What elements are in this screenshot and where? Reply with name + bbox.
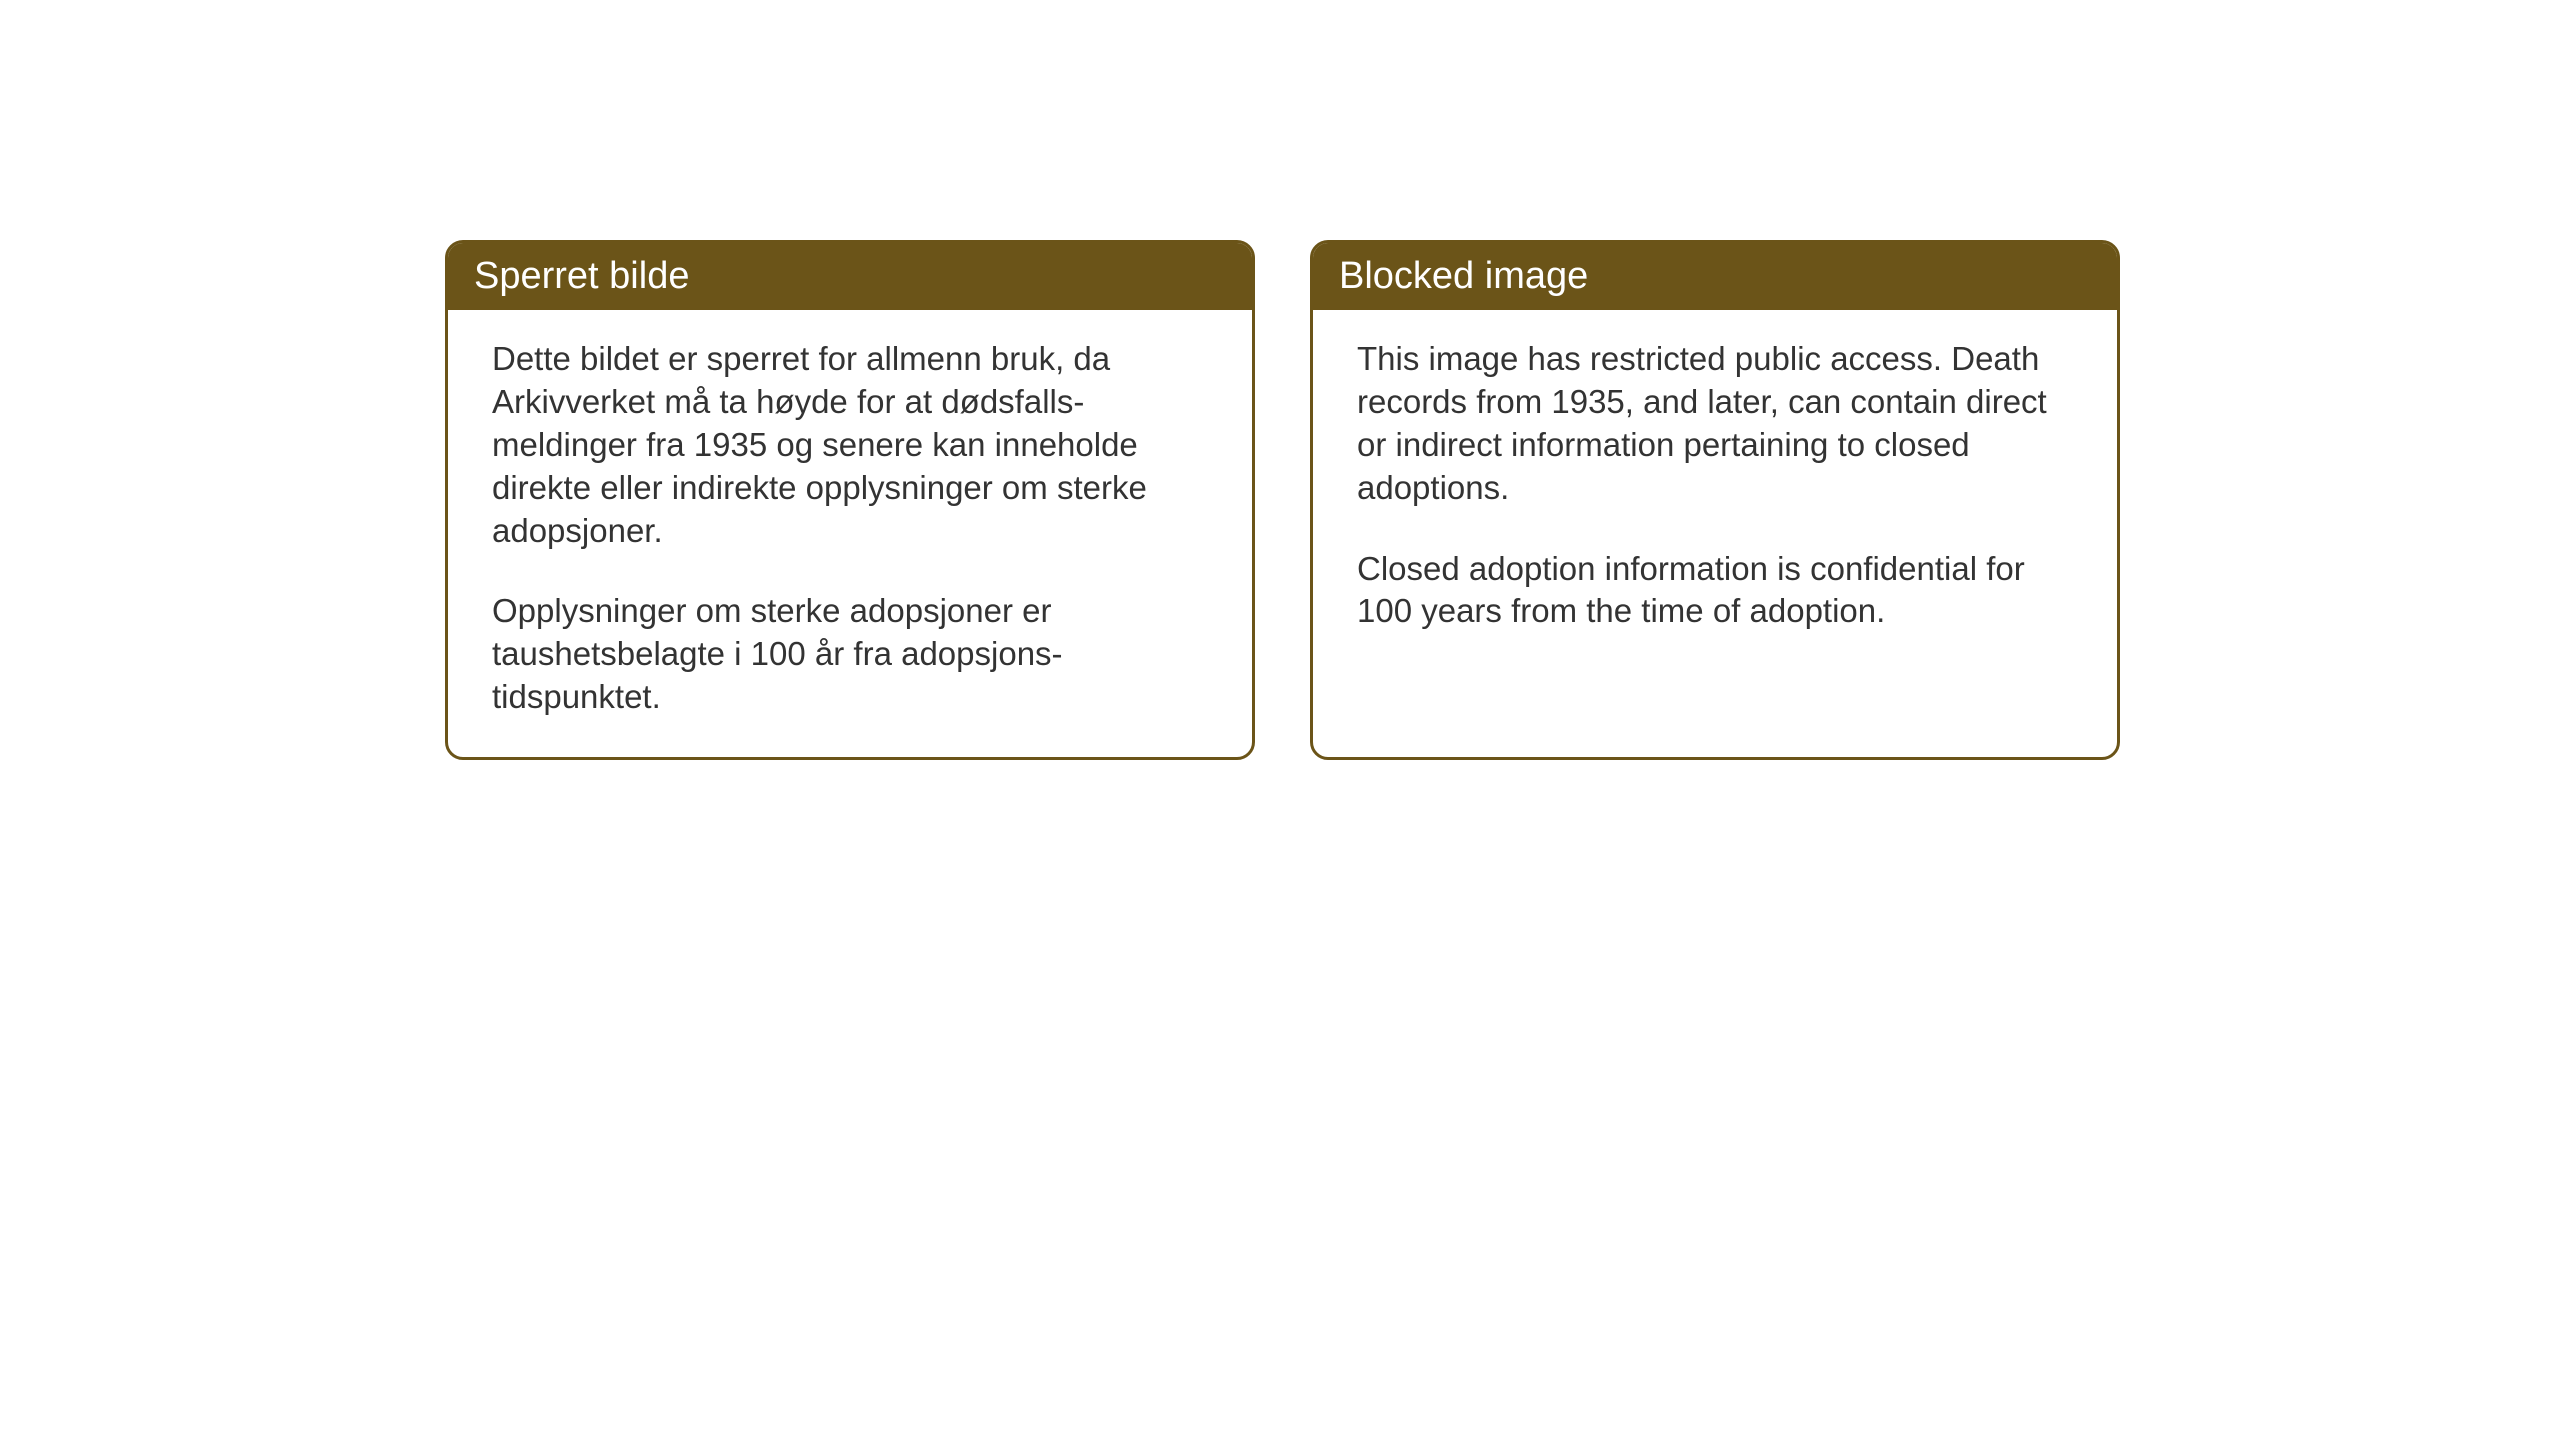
- norwegian-message-title: Sperret bilde: [448, 243, 1252, 310]
- norwegian-paragraph-2: Opplysninger om sterke adopsjoner er tau…: [492, 590, 1208, 719]
- english-message-box: Blocked image This image has restricted …: [1310, 240, 2120, 760]
- english-message-body: This image has restricted public access.…: [1313, 310, 2117, 671]
- norwegian-message-body: Dette bildet er sperret for allmenn bruk…: [448, 310, 1252, 757]
- norwegian-message-box: Sperret bilde Dette bildet er sperret fo…: [445, 240, 1255, 760]
- english-paragraph-2: Closed adoption information is confident…: [1357, 548, 2073, 634]
- norwegian-paragraph-1: Dette bildet er sperret for allmenn bruk…: [492, 338, 1208, 552]
- english-paragraph-1: This image has restricted public access.…: [1357, 338, 2073, 510]
- message-container: Sperret bilde Dette bildet er sperret fo…: [445, 240, 2120, 760]
- english-message-title: Blocked image: [1313, 243, 2117, 310]
